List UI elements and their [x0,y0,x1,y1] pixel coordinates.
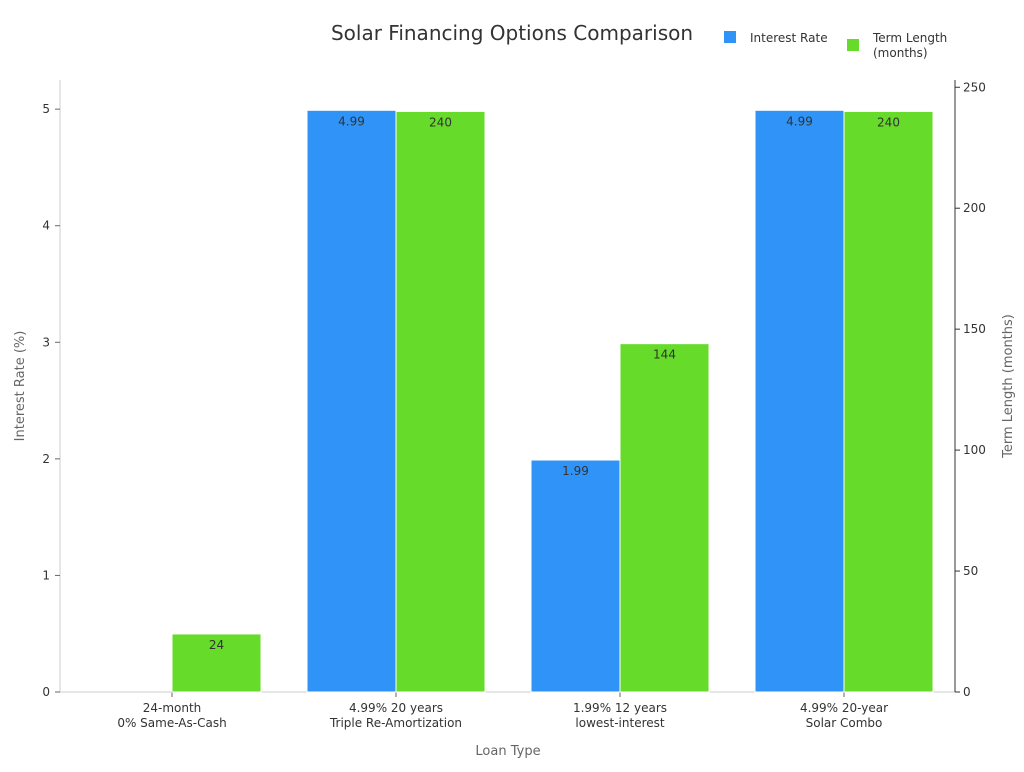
data-label: 240 [877,115,900,129]
bar-interest-rate [754,109,845,693]
data-label: 144 [653,348,676,362]
bar-term-length [171,633,262,693]
y2-tick-label: 0 [963,685,971,699]
y2-tick-label: 250 [963,80,986,94]
bar-interest-rate [306,109,397,693]
bar-term-length [395,110,486,693]
data-label: 4.99 [338,114,365,128]
y2-tick-label: 50 [963,564,978,578]
y-tick-label: 2 [42,452,50,466]
y-tick-label: 5 [42,102,50,116]
y2-axis-label: Term Length (months) [1001,314,1016,459]
x-axis-label: Loan Type [475,744,540,759]
legend-label: Interest Rate [750,31,828,45]
data-label: 1.99 [562,464,589,478]
x-tick-label: 1.99% 12 years [573,701,667,715]
bar-term-length [843,110,934,693]
x-tick-label: 0% Same-As-Cash [117,716,226,730]
bar-term-length [619,343,710,693]
chart-title: Solar Financing Options Comparison [331,21,693,45]
y-tick-label: 1 [42,568,50,582]
x-tick-label: 4.99% 20-year [800,701,888,715]
legend: Interest Rate Term Length(months) [724,31,947,60]
y2-tick-label: 150 [963,322,986,336]
legend-label: (months) [873,46,928,60]
legend-swatch [724,31,736,43]
y-tick-label: 3 [42,335,50,349]
y2-tick-label: 100 [963,443,986,457]
x-tick-label: Triple Re-Amortization [329,716,462,730]
x-tick-label: Solar Combo [806,716,883,730]
legend-label: Term Length [872,31,947,45]
y-axis-label: Interest Rate (%) [13,331,28,442]
y-tick-label: 4 [42,219,50,233]
data-label: 4.99 [786,114,813,128]
legend-swatch [847,39,859,51]
x-tick-label: 4.99% 20 years [349,701,443,715]
bar-interest-rate [530,459,621,693]
x-tick-label: 24-month [143,701,202,715]
y-tick-label: 0 [42,685,50,699]
x-tick-label: lowest-interest [575,716,664,730]
y2-tick-label: 200 [963,201,986,215]
data-label: 24 [209,638,224,652]
data-label: 240 [429,115,452,129]
